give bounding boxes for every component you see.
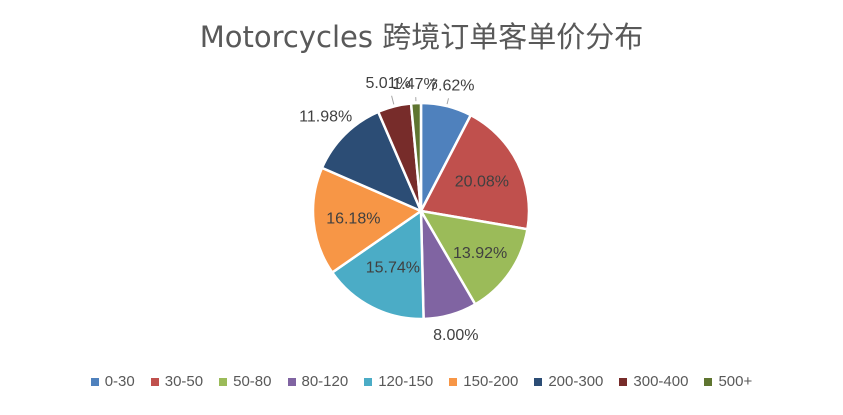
data-label-150-200: 16.18%	[326, 211, 380, 228]
data-label-30-50: 20.08%	[455, 174, 509, 191]
legend-swatch	[90, 377, 99, 386]
legend-label: 0-30	[104, 373, 135, 390]
data-label-300-400: 5.01%	[365, 75, 410, 92]
legend-swatch	[364, 377, 373, 386]
pie-slice-150-200	[311, 166, 424, 275]
data-label-50-80: 13.92%	[453, 245, 507, 262]
pie-slice-30-50	[419, 113, 531, 231]
legend-label: 300-400	[633, 373, 689, 390]
pie-slice-120-150	[330, 208, 425, 321]
legend-swatch	[704, 377, 713, 386]
legend-swatch	[219, 377, 228, 386]
pie-slice-500+	[409, 101, 423, 212]
data-label-200-300: 11.98%	[299, 108, 352, 125]
legend-label: 150-200	[463, 373, 519, 390]
data-label-80-120: 8.00%	[433, 327, 478, 344]
legend-swatch	[449, 377, 458, 386]
legend-swatch	[150, 377, 159, 386]
legend-item-150-200: 150-200	[449, 373, 518, 390]
legend-item-120-150: 120-150	[364, 373, 433, 390]
legend-label: 500+	[718, 373, 753, 390]
chart-title: Motorcycles 跨境订单客单价分布	[199, 20, 644, 54]
legend-item-0-30: 0-30	[90, 373, 135, 390]
legend-item-200-300: 200-300	[534, 373, 603, 390]
legend-label: 50-80	[233, 373, 272, 390]
leader-line-0-30	[446, 98, 449, 105]
legend-label: 200-300	[548, 373, 604, 390]
legend-item-500+: 500+	[704, 373, 752, 390]
legend: 0-30 30-50 50-80 80-120 120-150 150-200 200-30…	[0, 373, 843, 390]
legend-swatch	[287, 377, 296, 386]
legend-item-50-80: 50-80	[219, 373, 272, 390]
legend-label: 120-150	[378, 373, 434, 390]
data-label-120-150: 15.74%	[366, 259, 420, 276]
data-label-0-30: 7.62%	[429, 78, 474, 95]
legend-swatch	[619, 377, 628, 386]
legend-label: 80-120	[301, 373, 349, 390]
leader-line-300-400	[391, 95, 395, 105]
legend-label: 30-50	[164, 373, 204, 390]
legend-item-30-50: 30-50	[150, 373, 204, 390]
pie-slice-50-80	[418, 209, 529, 307]
legend-swatch	[534, 377, 543, 386]
legend-item-80-120: 80-120	[287, 373, 349, 390]
legend-item-300-400: 300-400	[619, 373, 688, 390]
data-label-500+: 1.47%	[392, 76, 437, 93]
pie-slice-200-300	[320, 110, 424, 214]
